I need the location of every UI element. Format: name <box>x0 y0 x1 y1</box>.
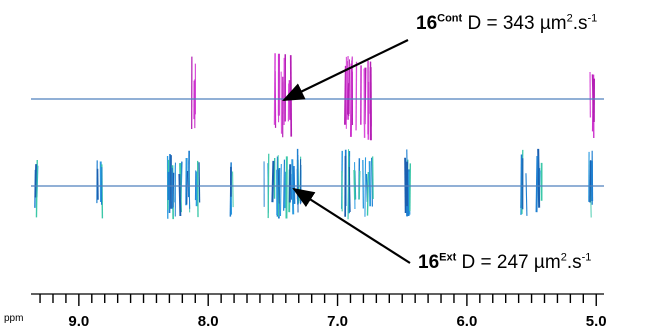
unit-tail: .s <box>572 13 588 34</box>
signal-peak-ext <box>537 148 541 208</box>
signal-peak-ext <box>348 166 351 212</box>
compound-superscript: Cont <box>437 12 463 25</box>
signal-peak-ext <box>358 170 361 200</box>
unit-exponent: 2 <box>560 251 567 264</box>
signal-peak-ext <box>292 166 296 204</box>
x-tick-label: 6.0 <box>456 313 477 330</box>
x-tick-label: 7.0 <box>327 313 348 330</box>
diffusion-value: D = 247 µm <box>461 252 561 273</box>
signal-peak-ext <box>371 157 373 207</box>
diffusion-value: D = 343 µm <box>467 13 567 34</box>
x-tick-label: 8.0 <box>198 313 219 330</box>
compound-number: 16 <box>418 252 440 273</box>
arrow-ext <box>292 187 411 264</box>
signal-peak-ext <box>283 159 286 211</box>
signal-peak-cont <box>288 80 292 120</box>
signal-peak-ext <box>188 160 191 209</box>
signal-peak-ext <box>362 159 365 209</box>
signal-peak-ext <box>283 171 287 209</box>
signal-peak-ext <box>186 170 189 205</box>
signal-peak-ext <box>525 173 528 216</box>
signal-peak-ext <box>178 174 182 217</box>
spectrum-signals <box>34 53 595 220</box>
arrow-cont <box>282 39 409 101</box>
signal-peak-ext <box>279 163 282 217</box>
signal-peak-ext <box>368 161 372 207</box>
signal-peak-ext <box>198 162 201 203</box>
signal-peak-ext <box>366 171 370 216</box>
unit-exponent: 2 <box>566 12 573 25</box>
signal-peak-ext <box>271 160 275 203</box>
signal-peak-ext <box>35 159 38 218</box>
signal-peak-ext <box>34 164 37 198</box>
annotation-16-ext: 16Ext D = 247 µm2.s-1 <box>418 252 591 274</box>
compound-number: 16 <box>416 13 438 34</box>
signal-peak-ext <box>364 157 367 217</box>
x-axis: 9.0 8.0 7.0 6.0 5.0 <box>31 293 607 330</box>
unit-exponent-2: -1 <box>587 12 598 25</box>
x-tick-label: 9.0 <box>68 313 89 330</box>
signal-peak-ext <box>535 155 539 213</box>
signal-peak-cont <box>344 65 347 125</box>
signal-peak-ext <box>232 171 234 208</box>
signal-peak-ext <box>353 169 356 200</box>
annotation-16-cont: 16Cont D = 343 µm2.s-1 <box>416 13 597 35</box>
x-axis-unit-label: ppm <box>4 313 24 324</box>
signal-peak-ext <box>520 154 523 209</box>
x-tick-label: 5.0 <box>586 313 607 330</box>
compound-superscript: Ext <box>439 251 457 264</box>
signal-peak-cont <box>273 53 276 125</box>
unit-tail: .s <box>566 252 582 273</box>
signal-peak-ext <box>174 165 176 203</box>
unit-exponent-2: -1 <box>581 251 592 264</box>
signal-peak-ext <box>589 160 592 203</box>
